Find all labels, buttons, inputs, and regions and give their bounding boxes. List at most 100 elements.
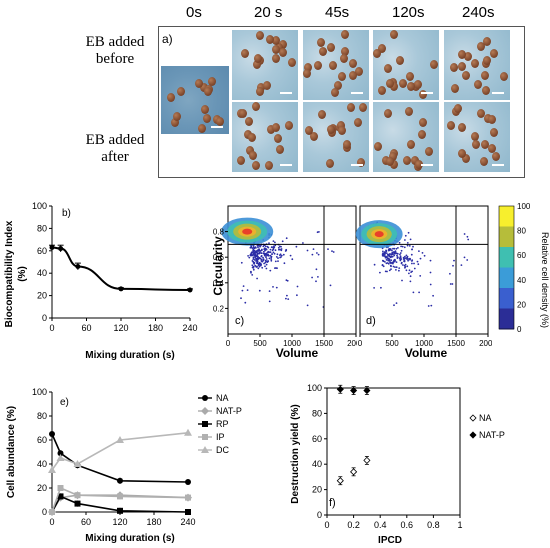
scale-bar <box>280 92 292 94</box>
cell-nucleus <box>319 47 327 56</box>
chart-f-ylabel: Destruction yield (%) <box>290 404 301 503</box>
chart-e-series-ip-point <box>117 493 123 500</box>
chart-e-series-rp-point <box>57 493 64 500</box>
chart-d-point <box>388 248 391 250</box>
chart-c-point <box>277 257 279 259</box>
cell-nucleus <box>462 154 470 163</box>
chart-c-point <box>267 246 270 249</box>
chart-f-ytick-label: 0 <box>317 510 322 520</box>
chart-c-point <box>282 253 285 256</box>
chart-c-point <box>264 265 266 268</box>
chart-d-point <box>395 302 398 304</box>
chart-d-point <box>409 280 412 283</box>
chart-c-point <box>277 260 279 262</box>
chart-c-xtick-label: 1500 <box>315 339 333 348</box>
chart-e-ytick-label: 60 <box>37 435 47 445</box>
chart-c-point <box>252 248 255 251</box>
panel-letter-f: f) <box>329 497 336 509</box>
chart-d-point <box>429 283 432 286</box>
chart-d-point <box>406 244 409 247</box>
chart-c-point <box>251 254 254 257</box>
chart-c-point <box>246 289 249 291</box>
colorbar-tick-label: 20 <box>517 300 526 309</box>
cell-nucleus <box>327 43 335 52</box>
chart-c-point <box>269 251 272 254</box>
cell-nucleus <box>406 72 414 81</box>
chart-d-point <box>387 259 390 262</box>
chart-d-point <box>395 261 398 263</box>
cell-nucleus <box>252 161 260 170</box>
chart-c-point <box>316 252 318 254</box>
cell-nucleus <box>253 60 261 69</box>
chart-e-series-na-point <box>49 431 55 437</box>
chart-e-series-dc-point <box>116 436 124 443</box>
cell-nucleus <box>204 87 212 96</box>
chart-c-point <box>265 248 268 251</box>
chart-c-point <box>262 245 265 248</box>
chart-c-point <box>252 258 255 260</box>
cell-nucleus <box>399 79 407 88</box>
chart-f: 0 20 40 60 80 100 0 0.2 0.4 0.6 0.8 1 NA NAT-P IPCD D… <box>290 383 505 546</box>
chart-d-point <box>404 234 407 237</box>
chart-c-point <box>286 294 288 297</box>
chart-c-point <box>257 264 260 267</box>
chart-e-series-na-point <box>117 477 123 484</box>
chart-c-point <box>285 297 287 300</box>
chart-d-point <box>393 304 395 307</box>
chart-c-point <box>285 279 288 282</box>
chart-d-point <box>404 266 406 269</box>
cell-nucleus <box>272 54 280 63</box>
cell-nucleus <box>500 72 508 81</box>
chart-c-point <box>265 256 267 259</box>
chart-c-point <box>257 257 259 260</box>
chart-c-point <box>268 300 271 303</box>
chart-e-xtick-label: 240 <box>180 517 195 527</box>
chart-c-point <box>252 244 255 247</box>
chart-c-point <box>260 249 263 252</box>
chart-f-ytick-label: 80 <box>312 408 322 418</box>
chart-d-point <box>418 291 420 294</box>
cell-nucleus <box>415 160 423 169</box>
cell-nucleus <box>418 130 426 139</box>
chart-c-point <box>271 253 273 255</box>
chart-d-point <box>466 235 469 238</box>
chart-d-point <box>398 241 401 244</box>
cell-nucleus <box>279 40 287 49</box>
chart-c-point <box>315 268 318 271</box>
cell-nucleus <box>326 159 334 168</box>
chart-c-point <box>264 249 266 252</box>
chart-d-point <box>396 254 398 257</box>
cell-nucleus <box>425 147 433 156</box>
cell-nucleus <box>386 79 394 88</box>
chart-c-density-level-4 <box>242 228 253 235</box>
colorbar-swatch <box>499 288 514 309</box>
colorbar: 0 20 40 60 80 100 Relative cell density (%) <box>498 202 550 334</box>
cell-nucleus <box>477 42 485 51</box>
chart-d-point <box>463 233 466 235</box>
cell-nucleus <box>272 36 280 45</box>
cell-nucleus <box>304 63 312 72</box>
chart-c-point <box>272 248 275 250</box>
scale-bar <box>492 164 504 166</box>
colorbar-tick-label: 100 <box>517 202 531 211</box>
cell-nucleus <box>480 157 488 166</box>
cell-nucleus <box>373 49 381 58</box>
colorbar-border <box>498 205 515 330</box>
chart-d-point <box>460 264 463 266</box>
chart-b-ytick-label: 20 <box>37 291 47 301</box>
chart-f-series-na-point <box>336 477 344 485</box>
chart-d-point <box>430 304 433 307</box>
chart-d-point <box>413 267 416 270</box>
chart-c-point <box>280 254 283 257</box>
chart-c-point <box>263 252 266 255</box>
chart-c-point <box>257 267 260 270</box>
cell-nucleus <box>239 109 247 118</box>
cell-nucleus <box>171 118 179 127</box>
chart-d-point <box>391 249 393 252</box>
chart-c-point <box>312 248 315 250</box>
panel-letter-a: a) <box>162 32 173 46</box>
chart-d-point <box>387 255 390 257</box>
chart-c-point <box>255 262 258 264</box>
chart-c-point <box>291 258 294 261</box>
chart-c-point <box>284 250 287 252</box>
